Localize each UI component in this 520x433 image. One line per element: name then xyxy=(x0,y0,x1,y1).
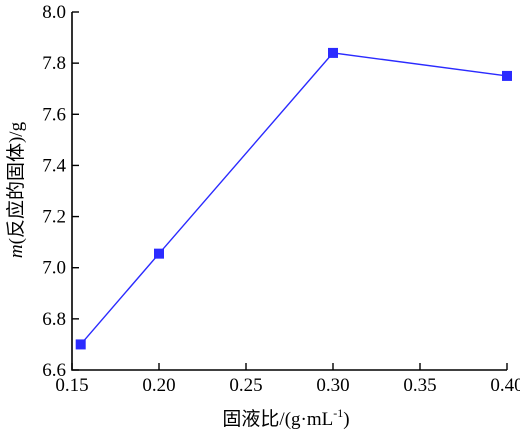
data-point-marker xyxy=(75,339,86,350)
x-axis-title-close: ) xyxy=(343,409,349,430)
series-group xyxy=(75,47,512,350)
x-tick-label: 0.40 xyxy=(490,375,520,396)
x-axis-title-superscript: -1 xyxy=(333,406,343,420)
x-tick-label: 0.35 xyxy=(403,375,436,396)
y-tick-label: 7.6 xyxy=(42,104,66,125)
x-tick-label: 0.15 xyxy=(55,375,88,396)
y-axis-title-rest: (反应的固体)/g xyxy=(5,121,27,244)
y-tick-label: 7.8 xyxy=(42,53,66,74)
y-axis-title: m(反应的固体)/g xyxy=(5,121,27,258)
axis-spines xyxy=(71,12,507,371)
x-tick-label: 0.30 xyxy=(316,375,349,396)
x-axis-title: 固液比/(g·mL-1) xyxy=(222,406,349,430)
y-tick-label: 6.6 xyxy=(42,360,66,381)
x-axis-title-main: 固液比/(g·mL xyxy=(222,408,333,430)
y-axis-title-italic: m xyxy=(6,244,27,258)
series-line xyxy=(80,52,508,345)
x-axis-ticks: 0.15 0.20 0.25 0.30 0.35 0.40 xyxy=(55,363,520,396)
y-tick-label: 6.8 xyxy=(42,309,66,330)
x-tick-label: 0.20 xyxy=(142,375,175,396)
x-tick-label: 0.25 xyxy=(229,375,262,396)
y-tick-label: 7.2 xyxy=(42,207,66,228)
axes xyxy=(71,12,507,371)
y-tick-label: 8.0 xyxy=(42,2,66,23)
data-point-marker xyxy=(328,47,338,58)
y-tick-label: 7.0 xyxy=(42,258,66,279)
y-axis-ticks: 6.6 6.8 7.0 7.2 7.4 7.6 7.8 8.0 xyxy=(42,2,79,381)
data-point-marker xyxy=(154,248,164,259)
data-point-marker xyxy=(502,70,512,81)
y-tick-label: 7.4 xyxy=(42,155,66,176)
